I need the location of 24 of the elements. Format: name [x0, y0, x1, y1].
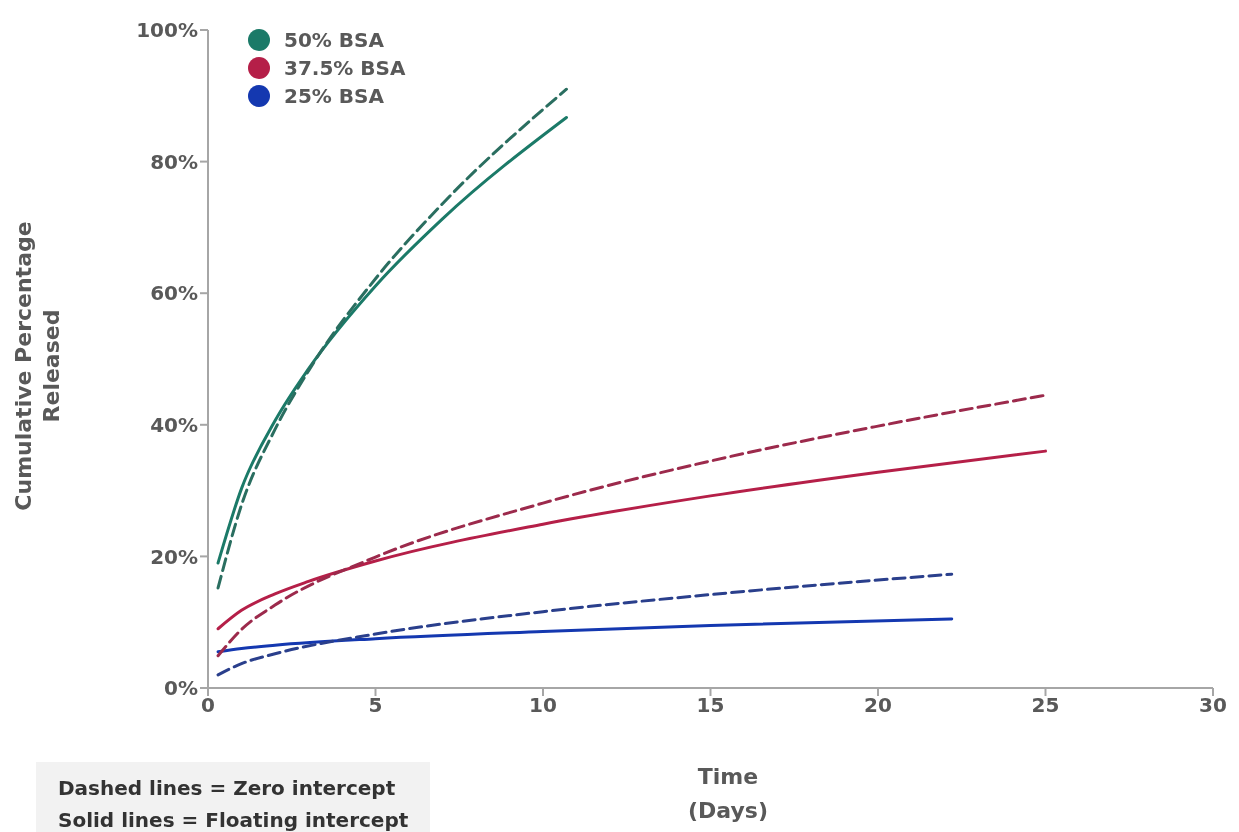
x-tick-label: 0 — [201, 693, 215, 718]
line-series — [216, 393, 1047, 658]
x-tick-label: 20 — [864, 693, 892, 718]
x-tick-label: 15 — [696, 693, 725, 718]
legend-label: 37.5% BSA — [284, 56, 406, 80]
text: Dashed lines = Zero intercept — [58, 775, 397, 802]
x-tick-label: 5 — [368, 693, 383, 718]
line-series — [216, 572, 954, 677]
y-tick-label: 0% — [164, 676, 198, 701]
x-axis-title: Time (Days) — [687, 763, 769, 825]
x-tick-label: 25 — [1031, 693, 1060, 718]
y-tick-label: 100% — [136, 18, 198, 43]
x-tick-label: 10 — [529, 693, 557, 718]
legend-label: 50% BSA — [284, 28, 384, 52]
y-tick-label: 80% — [150, 149, 198, 174]
x-tick-label: 30 — [1199, 693, 1227, 718]
line-series — [216, 449, 1047, 631]
y-axis-title: Cumulative Percentage Released — [10, 220, 65, 513]
line-series — [216, 617, 954, 654]
text: Solid lines = Floating intercept — [58, 807, 409, 832]
y-tick-label: 60% — [150, 281, 198, 306]
y-tick-label: 40% — [150, 412, 198, 437]
y-tick-label: 20% — [150, 544, 198, 569]
legend-label: 25% BSA — [284, 84, 384, 108]
